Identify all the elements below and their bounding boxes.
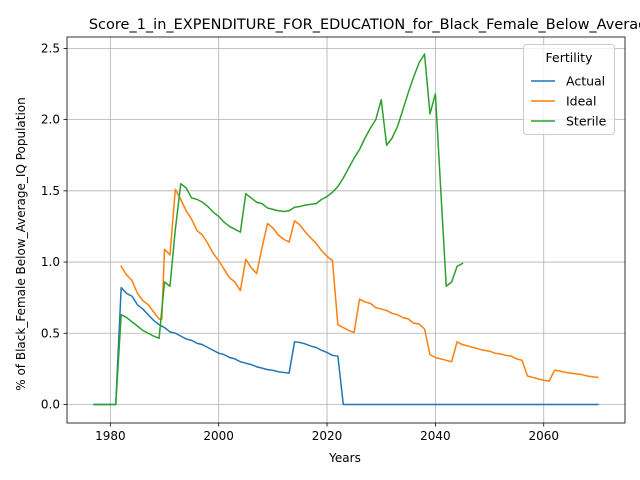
series-lines: [93, 53, 599, 406]
y-tick-label: 2.5: [41, 41, 60, 55]
legend: Fertility Actual Ideal Sterile: [523, 44, 615, 135]
y-tick-label: 0.5: [41, 326, 60, 340]
legend-label-actual: Actual: [566, 74, 605, 89]
series-line-sterile: [93, 53, 464, 406]
x-axis-label: Years: [328, 451, 361, 465]
x-tick-label: 2000: [203, 429, 234, 443]
legend-title: Fertility: [546, 50, 594, 65]
series-line-actual: [93, 286, 599, 406]
x-tick-label: 2040: [420, 429, 451, 443]
x-tick-label: 2020: [312, 429, 343, 443]
series-line-ideal: [120, 188, 599, 382]
legend-label-ideal: Ideal: [566, 94, 596, 109]
legend-box: [523, 44, 615, 135]
legend-label-sterile: Sterile: [566, 114, 607, 129]
y-tick-label: 2.0: [41, 113, 60, 127]
axis-ticks: 1980 2000 2020 2040 2060 0.0 0.5 1.0 1.5 2.0 2.5: [41, 41, 559, 443]
y-tick-label: 0.0: [41, 397, 60, 411]
plot-area-frame: [66, 36, 626, 424]
x-tick-label: 1980: [95, 429, 126, 443]
y-axis-label: % of Black_Female Below_Average_IQ Popul…: [14, 97, 28, 391]
legend-entries: Actual Ideal Sterile: [531, 74, 607, 129]
chart-title: Score_1_in_EXPENDITURE_FOR_EDUCATION_for…: [89, 17, 640, 33]
x-tick-label: 2060: [528, 429, 559, 443]
y-tick-label: 1.5: [41, 184, 60, 198]
y-tick-label: 1.0: [41, 255, 60, 269]
